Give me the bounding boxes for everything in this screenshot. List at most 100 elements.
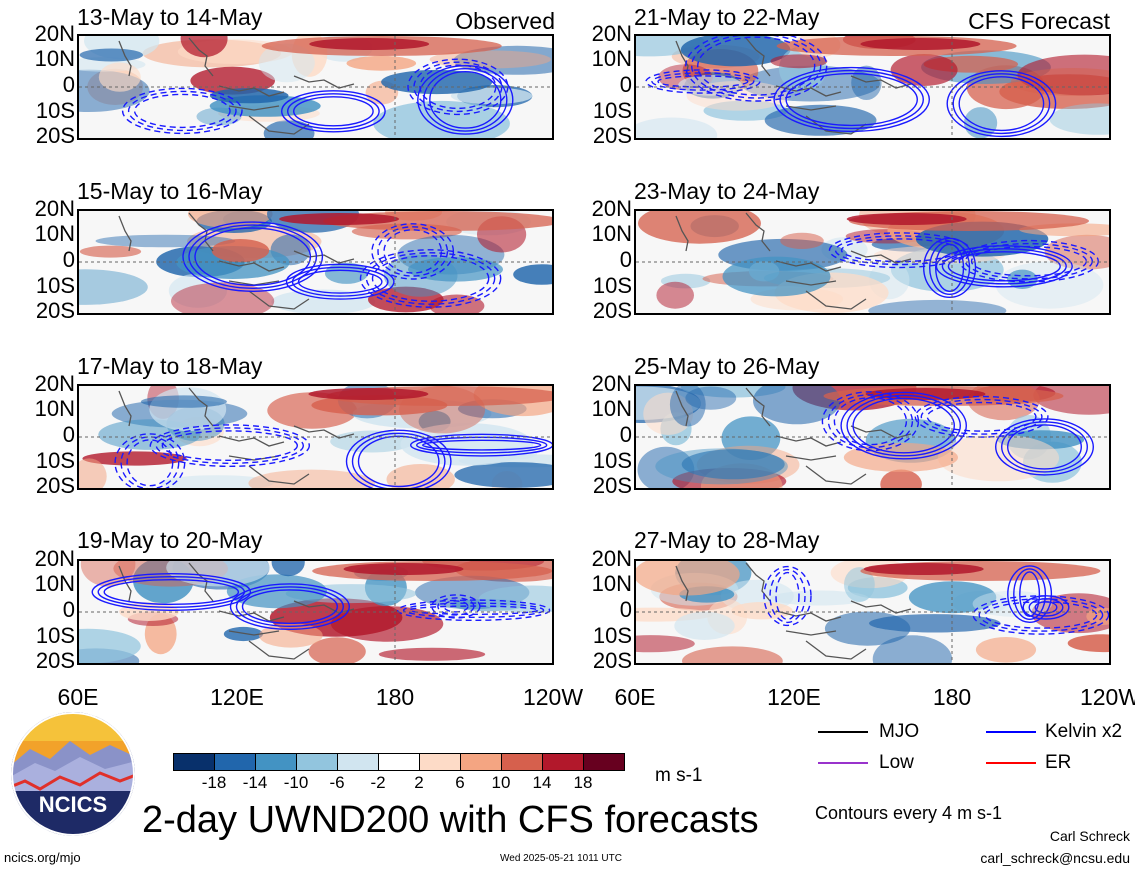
y-tick-label: 20N	[591, 546, 632, 571]
y-tick-label: 10S	[592, 448, 632, 473]
y-tick-label: 10N	[591, 571, 632, 596]
y-tick-label: 10N	[34, 46, 75, 71]
y-tick-label: 0	[62, 72, 75, 97]
y-tick-label: 0	[619, 597, 632, 622]
legend-mjo-line	[818, 731, 868, 733]
panel-title-obs-1: 13-May to 14-May	[77, 4, 263, 30]
legend-er-line	[986, 762, 1036, 764]
y-tick-label: 10N	[34, 396, 75, 421]
observed-label: Observed	[455, 8, 555, 34]
y-tick-label: 0	[619, 72, 632, 97]
y-tick-label: 10N	[591, 396, 632, 421]
colorbar-label: 2	[414, 773, 424, 792]
colorbar-swatch	[460, 753, 502, 771]
panel-title-fcst-3: 25-May to 26-May	[634, 353, 820, 379]
y-tick-label: 10N	[591, 46, 632, 71]
colorbar-swatch	[419, 753, 461, 771]
map-panel	[634, 559, 1111, 665]
colorbar-swatch	[501, 753, 543, 771]
panel-title-obs-3: 17-May to 18-May	[77, 353, 263, 379]
y-tick-label: 20S	[592, 298, 632, 323]
y-tick-label: 10S	[35, 623, 75, 648]
colorbar-swatch	[542, 753, 584, 771]
y-tick-label: 10S	[35, 98, 75, 123]
legend-kelvin-label: Kelvin x2	[1045, 721, 1123, 742]
colorbar-label: -14	[242, 773, 268, 792]
legend-low-label: Low	[879, 752, 914, 773]
footer-url[interactable]: ncics.org/mjo	[4, 850, 81, 865]
legend-mjo-label: MJO	[879, 721, 920, 742]
logo-text: NCICS	[39, 792, 107, 817]
colorbar-swatch	[296, 753, 338, 771]
colorbar-units: m s-1	[655, 765, 703, 786]
colorbar-label: -2	[370, 773, 386, 792]
y-tick-label: 20N	[591, 196, 632, 221]
y-tick-label: 20N	[34, 21, 75, 46]
colorbar-swatch	[214, 753, 256, 771]
y-tick-label: 20S	[592, 473, 632, 498]
x-tick-label: 120E	[210, 684, 264, 710]
y-tick-label: 20S	[592, 648, 632, 673]
y-tick-label: 10S	[35, 448, 75, 473]
y-tick-label: 0	[62, 597, 75, 622]
colorbar-label: -10	[283, 773, 309, 792]
colorbar-label: -6	[329, 773, 345, 792]
y-tick-label: 20S	[35, 473, 75, 498]
footer-timestamp: Wed 2025-05-21 1011 UTC	[500, 853, 622, 864]
y-tick-label: 20S	[35, 648, 75, 673]
y-tick-label: 10S	[592, 623, 632, 648]
map-panel	[77, 559, 554, 665]
y-tick-label: 10S	[592, 98, 632, 123]
y-tick-label: 0	[619, 422, 632, 447]
colorbar-label: 18	[573, 773, 593, 792]
map-panel	[634, 384, 1111, 490]
footer-author: Carl Schreck	[1049, 828, 1130, 844]
y-tick-label: 20N	[34, 546, 75, 571]
panel-title-obs-4: 19-May to 20-May	[77, 527, 263, 553]
panel-title-fcst-2: 23-May to 24-May	[634, 178, 820, 204]
y-tick-label: 20N	[591, 371, 632, 396]
y-tick-label: 0	[62, 422, 75, 447]
legend-er-label: ER	[1045, 752, 1072, 773]
y-tick-label: 20S	[35, 298, 75, 323]
x-tick-label: 120E	[767, 684, 821, 710]
x-tick-label: 120W	[522, 684, 584, 710]
ncics-logo: NCICS	[10, 711, 136, 837]
colorbar-swatch	[255, 753, 297, 771]
y-tick-label: 0	[62, 247, 75, 272]
footer-email[interactable]: carl_schreck@ncsu.edu	[980, 850, 1130, 866]
y-tick-label: 20S	[592, 123, 632, 148]
colorbar-label: 6	[455, 773, 465, 792]
panel-title-fcst-4: 27-May to 28-May	[634, 527, 820, 553]
colorbar-swatch	[173, 753, 215, 771]
legend-kelvin-line	[986, 731, 1036, 733]
y-tick-label: 10N	[34, 221, 75, 246]
y-tick-label: 20S	[35, 123, 75, 148]
map-panel	[634, 209, 1111, 315]
colorbar-label: 10	[491, 773, 511, 792]
map-panel	[634, 34, 1111, 140]
map-panel	[77, 384, 554, 490]
colorbar-swatch	[378, 753, 420, 771]
contour-note: Contours every 4 m s-1	[815, 803, 1003, 823]
map-panel	[77, 34, 554, 140]
x-tick-label: 120W	[1079, 684, 1135, 710]
y-tick-label: 0	[619, 247, 632, 272]
panel-title-fcst-1: 21-May to 22-May	[634, 4, 820, 30]
colorbar-swatch	[583, 753, 625, 771]
y-tick-label: 10S	[35, 273, 75, 298]
x-tick-label: 60E	[57, 684, 99, 710]
colorbar-label: -18	[201, 773, 227, 792]
y-tick-label: 20N	[591, 21, 632, 46]
y-tick-label: 20N	[34, 371, 75, 396]
x-tick-label: 180	[375, 684, 415, 710]
panel-title-obs-2: 15-May to 16-May	[77, 178, 263, 204]
y-tick-label: 10N	[591, 221, 632, 246]
main-title: 2-day UWND200 with CFS forecasts	[142, 799, 759, 841]
legend-low-line	[818, 762, 868, 764]
y-tick-label: 10S	[592, 273, 632, 298]
x-tick-label: 60E	[614, 684, 656, 710]
cfs-forecast-label: CFS Forecast	[968, 8, 1110, 34]
colorbar-label: 14	[532, 773, 552, 792]
y-tick-label: 10N	[34, 571, 75, 596]
